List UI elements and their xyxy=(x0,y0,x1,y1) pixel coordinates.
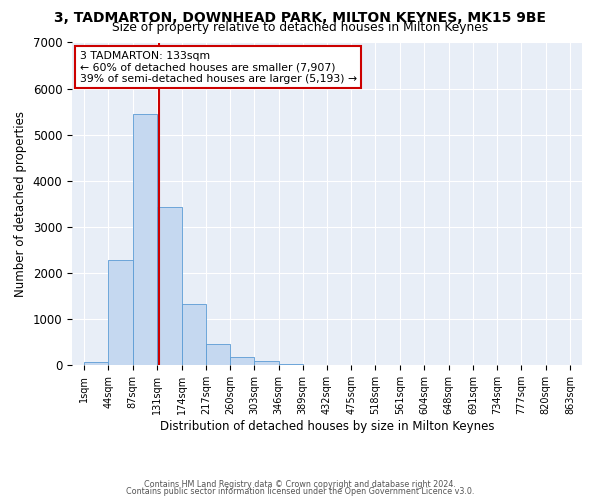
Bar xyxy=(109,260,133,365)
Bar xyxy=(230,357,254,365)
Bar xyxy=(84,362,109,365)
Bar xyxy=(182,304,206,365)
Bar xyxy=(254,362,278,365)
Text: Contains HM Land Registry data © Crown copyright and database right 2024.: Contains HM Land Registry data © Crown c… xyxy=(144,480,456,489)
Bar xyxy=(206,344,230,365)
Bar xyxy=(133,114,157,365)
Bar xyxy=(278,364,303,365)
Y-axis label: Number of detached properties: Number of detached properties xyxy=(14,111,27,296)
Text: Size of property relative to detached houses in Milton Keynes: Size of property relative to detached ho… xyxy=(112,22,488,35)
X-axis label: Distribution of detached houses by size in Milton Keynes: Distribution of detached houses by size … xyxy=(160,420,494,433)
Text: 3, TADMARTON, DOWNHEAD PARK, MILTON KEYNES, MK15 9BE: 3, TADMARTON, DOWNHEAD PARK, MILTON KEYN… xyxy=(54,11,546,25)
Bar xyxy=(157,208,182,365)
Text: Contains public sector information licensed under the Open Government Licence v3: Contains public sector information licen… xyxy=(126,488,474,496)
Text: 3 TADMARTON: 133sqm
← 60% of detached houses are smaller (7,907)
39% of semi-det: 3 TADMARTON: 133sqm ← 60% of detached ho… xyxy=(80,50,357,84)
